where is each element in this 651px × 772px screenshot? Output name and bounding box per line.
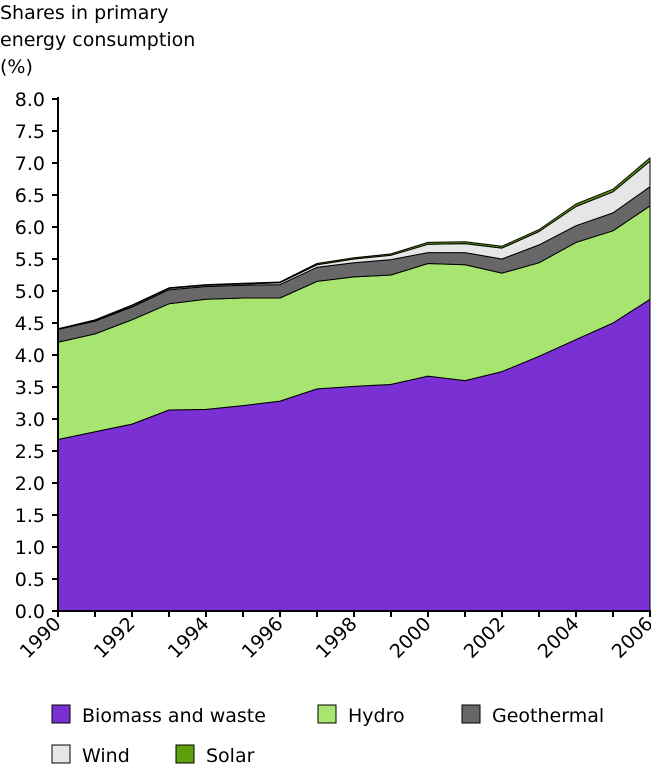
legend-swatch: [51, 744, 71, 764]
y-tick-label: 1.0: [15, 537, 45, 559]
legend-label: Hydro: [348, 705, 405, 727]
y-axis-title-line-3: (%): [0, 56, 33, 78]
x-tick-label: 1998: [312, 613, 362, 663]
y-tick-label: 1.5: [15, 505, 45, 527]
y-tick-label: 3.5: [15, 377, 45, 399]
legend-label: Wind: [82, 745, 130, 767]
y-tick-label: 8.0: [15, 89, 45, 111]
y-tick-label: 2.0: [15, 473, 45, 495]
area-solar: [57, 157, 651, 330]
y-tick-label: 2.5: [15, 441, 45, 463]
y-tick-label: 6.0: [15, 217, 45, 239]
y-axis-title-line-2: energy consumption: [0, 29, 195, 51]
areas: [57, 157, 651, 612]
legend-swatch: [317, 704, 337, 724]
legend-label: Geothermal: [492, 705, 604, 727]
legend-item-solar: Solar: [175, 744, 255, 767]
y-tick-label: 0.5: [15, 569, 45, 591]
legend-item-biomass-and-waste: Biomass and waste: [51, 704, 266, 727]
y-tick-label: 4.5: [15, 313, 45, 335]
y-axis-title: Shares in primary energy consumption (%): [0, 2, 195, 78]
legend-swatch: [175, 744, 195, 764]
y-tick-label: 7.0: [15, 153, 45, 175]
legend: Biomass and waste Hydro Geothermal Wind Sola…: [51, 704, 604, 767]
legend-label: Biomass and waste: [82, 705, 266, 727]
y-tick-label: 5.0: [15, 281, 45, 303]
x-tick-label: 1994: [164, 613, 214, 663]
y-tick-label: 6.5: [15, 185, 45, 207]
y-axis-title-line-1: Shares in primary: [0, 2, 169, 24]
y-tick-label: 5.5: [15, 249, 45, 271]
legend-item-hydro: Hydro: [317, 704, 405, 727]
legend-item-wind: Wind: [51, 744, 130, 767]
x-tick-label: 2000: [386, 613, 436, 663]
y-tick-label: 4.0: [15, 345, 45, 367]
x-tick-label: 2004: [534, 613, 584, 663]
y-tick-label: 7.5: [15, 121, 45, 143]
legend-swatch: [461, 704, 481, 724]
legend-label: Solar: [206, 745, 255, 767]
y-tick-label: 0.0: [15, 601, 45, 623]
legend-item-geothermal: Geothermal: [461, 704, 604, 727]
legend-swatch: [51, 704, 71, 724]
x-tick-label: 1996: [238, 613, 288, 663]
x-tick-label: 2002: [460, 613, 510, 663]
x-tick-label: 2006: [608, 613, 651, 663]
x-tick-label: 1992: [90, 613, 140, 663]
y-tick-label: 3.0: [15, 409, 45, 431]
